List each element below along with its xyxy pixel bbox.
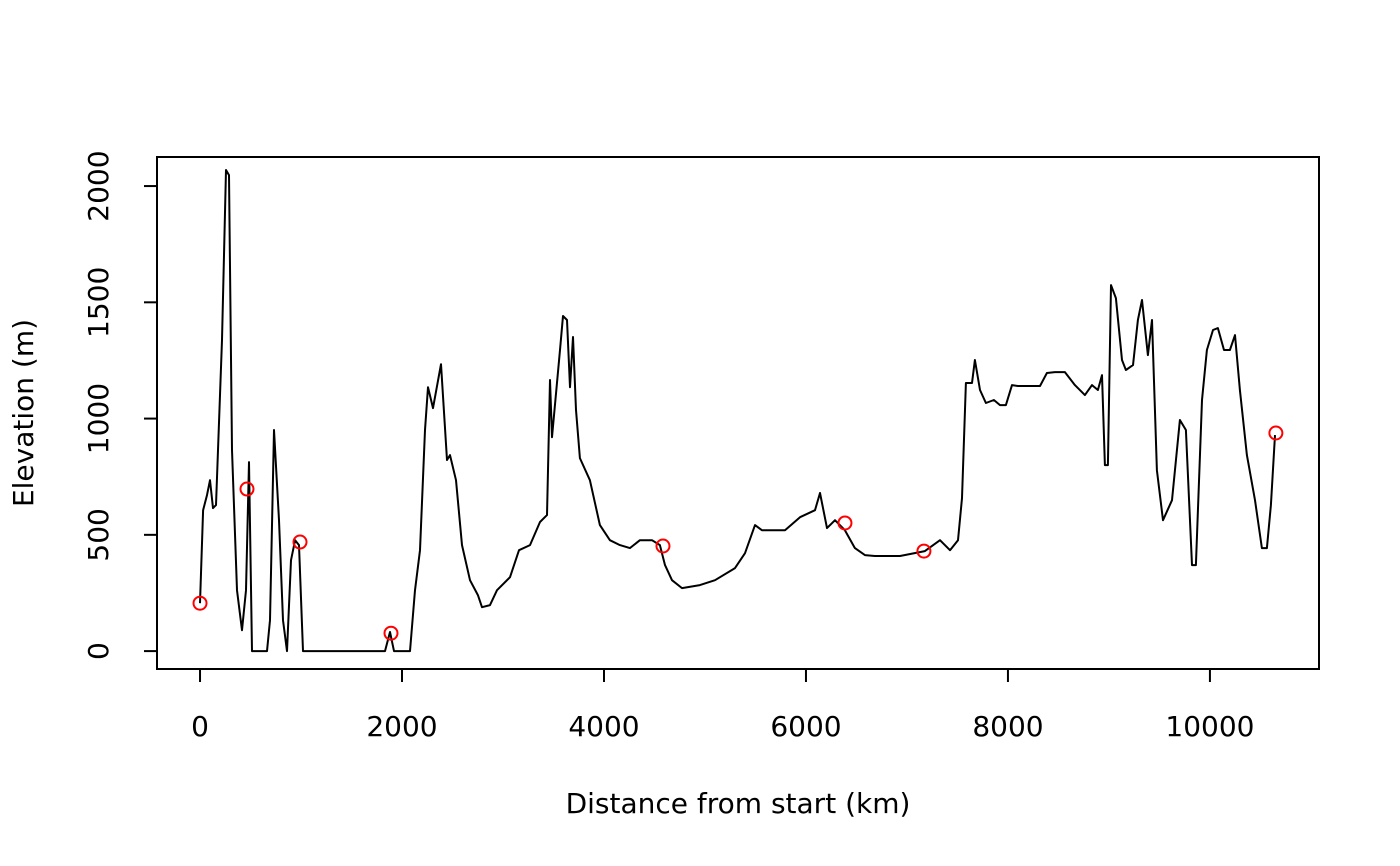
point-marker xyxy=(292,534,308,550)
x-tick-label: 2000 xyxy=(366,710,437,743)
y-tick-label: 1500 xyxy=(82,267,115,338)
point-marker xyxy=(1268,425,1284,441)
y-tick-label: 1000 xyxy=(82,383,115,454)
point-marker xyxy=(239,481,255,497)
y-tick-label: 0 xyxy=(82,642,115,660)
plot-frame xyxy=(156,156,1320,670)
point-marker xyxy=(916,543,932,559)
x-tick-label: 10000 xyxy=(1165,710,1254,743)
x-tick-label: 4000 xyxy=(568,710,639,743)
x-axis-label: Distance from start (km) xyxy=(566,787,911,820)
y-tick-label: 2000 xyxy=(82,150,115,221)
point-marker xyxy=(383,625,399,641)
x-tick-label: 6000 xyxy=(770,710,841,743)
point-marker xyxy=(837,515,853,531)
x-tick-label: 8000 xyxy=(972,710,1043,743)
point-marker xyxy=(192,595,208,611)
x-tick-label: 0 xyxy=(191,710,209,743)
point-marker xyxy=(655,538,671,554)
y-axis-label: Elevation (m) xyxy=(7,319,40,507)
elevation-line xyxy=(199,169,1276,653)
y-tick-label: 500 xyxy=(82,508,115,561)
